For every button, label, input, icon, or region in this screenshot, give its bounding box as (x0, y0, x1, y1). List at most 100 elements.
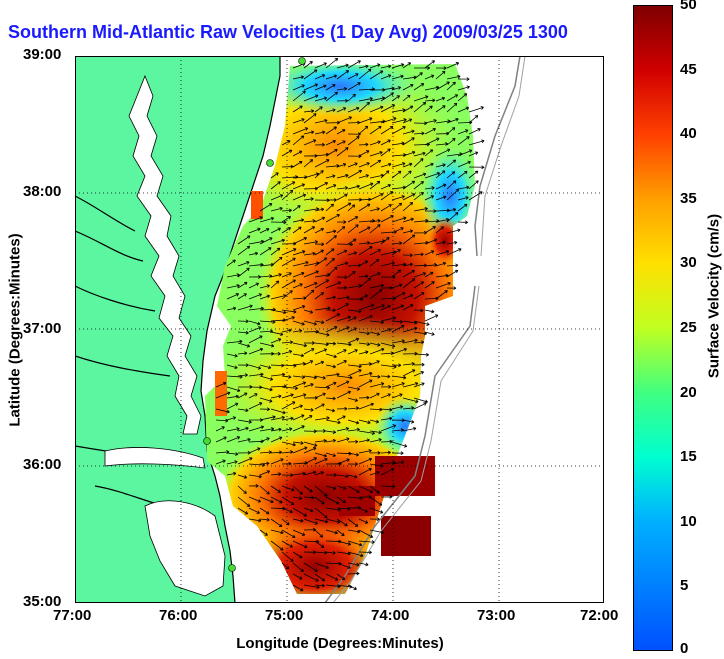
velocity-arrow (413, 352, 430, 357)
velocity-arrow (292, 320, 305, 326)
velocity-arrow (380, 139, 391, 146)
velocity-arrow (292, 518, 304, 523)
velocity-arrow (402, 426, 417, 432)
colorbar-overlap-mask (570, 20, 628, 46)
velocity-arrow (336, 562, 351, 569)
velocity-arrow (336, 360, 347, 366)
velocity-arrow (292, 127, 309, 135)
velocity-arrow (325, 396, 336, 401)
velocity-arrow (347, 337, 360, 344)
velocity-arrow (413, 371, 425, 377)
velocity-arrow (446, 188, 460, 201)
velocity-arrow (424, 149, 434, 157)
velocity-arrow (270, 408, 286, 415)
colorbar-tick-label: 5 (680, 577, 689, 595)
velocity-arrow (424, 137, 440, 146)
velocity-arrow (314, 96, 328, 102)
velocity-arrow (369, 259, 380, 267)
velocity-arrow (413, 292, 425, 300)
velocity-arrow (424, 60, 435, 69)
velocity-arrow (303, 415, 313, 421)
station-marker (203, 437, 211, 445)
velocity-arrow (347, 349, 358, 355)
velocity-arrow (270, 309, 287, 315)
velocity-arrow (314, 62, 327, 69)
velocity-arrow (325, 184, 337, 190)
velocity-arrow (358, 142, 369, 147)
velocity-arrow (292, 236, 308, 245)
velocity-arrow (270, 540, 284, 551)
velocity-arrow (314, 540, 325, 548)
velocity-arrow (424, 162, 434, 168)
velocity-arrow (314, 507, 328, 519)
velocity-arrow (336, 390, 351, 399)
velocity-arrow (226, 416, 237, 421)
velocity-arrow (259, 227, 270, 234)
velocity-arrow (237, 293, 247, 300)
velocity-arrow (226, 353, 238, 358)
velocity-arrow (347, 518, 359, 527)
velocity-arrow (292, 393, 307, 399)
velocity-arrow (303, 139, 317, 146)
velocity-arrow (424, 195, 435, 201)
velocity-arrow (358, 303, 375, 311)
velocity-arrow (314, 403, 325, 410)
velocity-arrow (270, 518, 283, 528)
coastline (200, 56, 281, 603)
velocity-arrow (369, 159, 382, 168)
velocity-arrow (237, 351, 248, 356)
velocity-arrow (369, 485, 380, 494)
velocity-arrow (369, 347, 385, 355)
velocity-arrow (325, 198, 337, 202)
velocity-arrow (369, 438, 382, 443)
velocity-arrow (215, 408, 230, 414)
velocity-arrow (303, 289, 315, 300)
velocity-arrow (248, 496, 262, 503)
velocity-arrow (446, 138, 456, 146)
velocity-arrow (347, 462, 358, 466)
velocity-arrow (468, 106, 484, 113)
velocity-arrow (259, 237, 273, 245)
velocity-arrow (292, 496, 303, 500)
velocity-arrow (402, 193, 416, 201)
velocity-arrow (336, 437, 350, 443)
velocity-arrow (237, 304, 253, 311)
velocity-arrow (435, 170, 446, 179)
velocity-arrow (435, 273, 449, 278)
velocity-arrow (413, 402, 427, 410)
velocity-arrow (292, 329, 303, 333)
velocity-arrow (237, 330, 249, 335)
velocity-cell-cluster (251, 191, 263, 219)
velocity-arrow (215, 381, 227, 388)
velocity-arrow (314, 159, 330, 168)
velocity-arrow (358, 182, 374, 190)
velocity-arrow (325, 408, 336, 413)
velocity-arrow (435, 250, 450, 256)
velocity-arrow (248, 484, 259, 488)
velocity-arrow (369, 331, 381, 336)
velocity-arrow (413, 382, 425, 388)
velocity-arrow (369, 249, 381, 256)
velocity-arrow (292, 551, 303, 559)
velocity-arrow (424, 309, 435, 314)
velocity-arrow (226, 339, 243, 344)
velocity-arrow (270, 256, 283, 267)
velocity-arrow (259, 437, 270, 443)
velocity-arrow (237, 507, 249, 515)
velocity-arrow (391, 249, 401, 256)
velocity-arrow (259, 415, 276, 421)
map-border (75, 56, 604, 603)
velocity-arrow (347, 82, 361, 91)
velocity-arrow (325, 452, 336, 458)
velocity-arrow (380, 162, 392, 168)
velocity-arrow (303, 320, 317, 326)
velocity-arrow (347, 251, 357, 256)
velocity-arrow (336, 116, 352, 124)
velocity-arrow (435, 142, 449, 146)
velocity-arrow (281, 450, 294, 454)
velocity-arrow (336, 303, 349, 311)
velocity-arrow (314, 392, 326, 399)
colorbar-tick-label: 50 (680, 0, 697, 13)
velocity-arrow (402, 162, 413, 168)
y-tick-label: 38:00 (23, 183, 62, 200)
